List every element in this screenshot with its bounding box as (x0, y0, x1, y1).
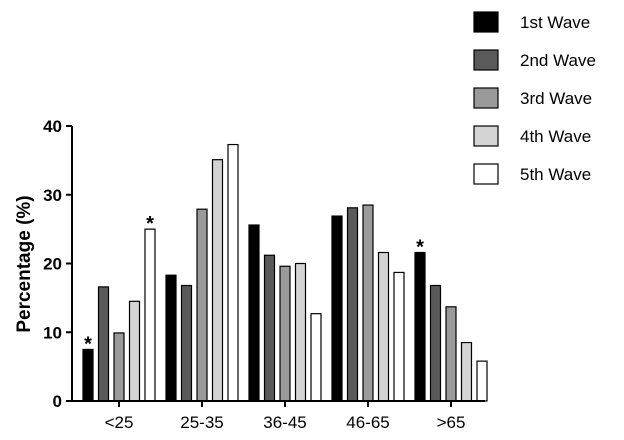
bar-4th-wave-25-35 (211, 159, 224, 402)
legend-label-1st-wave: 1st Wave (520, 13, 590, 32)
x-tick-label-gt65: >65 (437, 413, 466, 432)
y-tick-label: 0 (53, 392, 62, 411)
y-tick-label: 30 (43, 186, 62, 205)
y-axis-label: Percentage (%) (14, 195, 35, 332)
y-tick-label: 20 (43, 255, 62, 274)
bar-4th-wave-gt65 (460, 341, 473, 402)
bar-1st-wave-gt65 (414, 251, 426, 402)
bar-2nd-wave-46-65 (346, 207, 359, 402)
y-tick-label: 10 (43, 323, 62, 342)
legend-swatch-1st-wave (473, 11, 499, 33)
legend-swatch-5th-wave (473, 163, 499, 185)
bar-5th-wave-46-65 (393, 271, 405, 402)
legend-label-4th-wave: 4th Wave (520, 127, 591, 146)
x-tick-label-lt25: <25 (105, 413, 134, 432)
bar-5th-wave-gt65 (476, 360, 488, 402)
legend-label-2nd-wave: 2nd Wave (520, 51, 596, 70)
bar-5th-wave-25-35 (227, 143, 239, 402)
bar-2nd-wave-gt65 (429, 284, 442, 402)
significance-marker: * (84, 333, 92, 355)
legend-label-5th-wave: 5th Wave (520, 165, 591, 184)
legend-swatch-3rd-wave (473, 87, 499, 109)
bar-5th-wave-36-45 (310, 313, 322, 402)
bar-3rd-wave-lt25 (113, 332, 125, 402)
significance-marker: * (146, 213, 154, 235)
significance-marker: * (416, 237, 424, 259)
bar-5th-wave-lt25 (144, 228, 156, 402)
bar-4th-wave-46-65 (377, 251, 390, 402)
x-tick-label-36-45: 36-45 (263, 413, 306, 432)
bar-1st-wave-36-45 (248, 224, 260, 402)
legend-swatch-4th-wave (473, 125, 499, 147)
legend-label-3rd-wave: 3rd Wave (520, 89, 592, 108)
x-tick-label-46-65: 46-65 (346, 413, 389, 432)
bar-3rd-wave-36-45 (279, 265, 291, 402)
bar-1st-wave-lt25 (82, 348, 94, 402)
x-tick-label-25-35: 25-35 (180, 413, 223, 432)
bar-4th-wave-lt25 (128, 300, 141, 402)
bar-4th-wave-36-45 (294, 262, 307, 402)
bar-1st-wave-25-35 (165, 274, 177, 402)
bar-3rd-wave-46-65 (362, 204, 374, 402)
axes: 0 10 20 30 40 <25 25-35 36-45 46-65 >65 (43, 117, 485, 432)
plot-area: * * * (82, 143, 488, 402)
bar-1st-wave-46-65 (331, 215, 343, 402)
bar-2nd-wave-36-45 (263, 254, 276, 402)
bar-3rd-wave-gt65 (445, 306, 457, 402)
bar-2nd-wave-25-35 (180, 284, 193, 402)
y-tick-label: 40 (43, 117, 62, 136)
legend: 1st Wave 2nd Wave 3rd Wave 4th Wave 5th Wave (473, 11, 596, 185)
bar-3rd-wave-25-35 (196, 208, 208, 402)
bar-2nd-wave-lt25 (97, 286, 110, 402)
legend-swatch-2nd-wave (473, 49, 499, 71)
